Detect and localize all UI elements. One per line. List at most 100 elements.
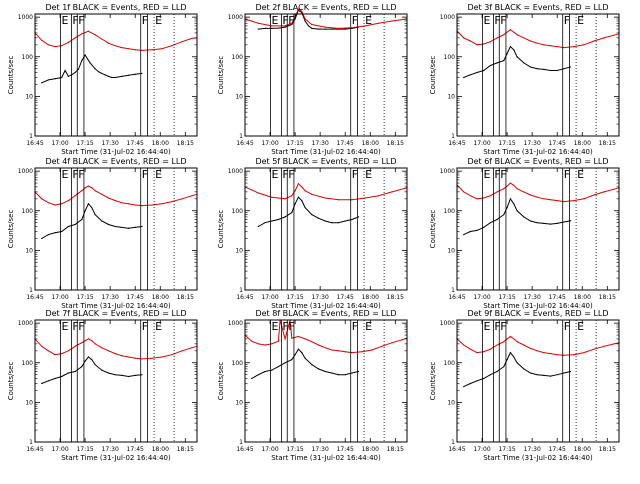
lld-data-point xyxy=(151,357,153,359)
x-tick-label: 18:15 xyxy=(387,140,404,147)
lld-data-point xyxy=(191,347,193,349)
x-tick-label: 17:45 xyxy=(549,446,566,453)
events-data-point xyxy=(469,74,471,76)
events-data-point xyxy=(569,220,572,222)
x-axis-label: Start Time (31-Jul-02 16:44:40) xyxy=(483,302,593,310)
lld-data-point xyxy=(291,337,293,339)
lld-data-point xyxy=(107,350,110,352)
y-tick-label: 1 xyxy=(29,133,33,140)
events-data-point xyxy=(513,203,515,205)
events-data-point xyxy=(257,374,259,376)
time-marker-label: E xyxy=(155,320,162,333)
time-marker-label: E xyxy=(484,168,491,181)
events-data-point xyxy=(509,46,512,48)
y-tick-label: 1000 xyxy=(18,14,33,21)
lld-data-point xyxy=(506,185,508,187)
lld-data-point xyxy=(476,352,478,354)
events-series-line xyxy=(41,356,142,384)
x-axis-label: Start Time (31-Jul-02 16:44:40) xyxy=(61,148,171,156)
lld-data-point xyxy=(536,196,538,198)
chart-title: Det 4f BLACK = Events, RED = LLD xyxy=(45,157,186,166)
lld-data-point xyxy=(74,345,76,347)
events-data-point xyxy=(101,369,103,371)
x-tick-label: 17:00 xyxy=(261,140,278,147)
time-marker-label: E xyxy=(272,320,279,333)
lld-data-point xyxy=(613,34,615,36)
y-tick-label: 10 xyxy=(25,247,33,254)
lld-data-point xyxy=(489,195,492,197)
time-marker-label: E xyxy=(62,168,69,181)
time-marker-label: E xyxy=(484,320,491,333)
events-data-point xyxy=(529,66,532,68)
events-data-point xyxy=(74,370,76,373)
lld-data-point xyxy=(593,40,595,42)
lld-series-line xyxy=(34,30,198,51)
time-marker-label: E xyxy=(155,168,162,181)
lld-data-point xyxy=(516,34,518,36)
time-marker-label: F xyxy=(282,320,288,333)
lld-data-point xyxy=(513,338,515,340)
y-tick-label: 10 xyxy=(447,247,455,254)
events-data-point xyxy=(549,375,552,377)
events-data-point xyxy=(569,66,572,68)
lld-data-point xyxy=(291,22,293,24)
y-tick-label: 1000 xyxy=(440,320,455,327)
events-data-point xyxy=(549,69,552,72)
lld-data-point xyxy=(364,25,366,27)
events-data-point xyxy=(89,62,91,64)
lld-data-point xyxy=(476,198,478,200)
events-data-point xyxy=(556,374,558,376)
time-marker-label: E xyxy=(155,14,162,27)
events-data-point xyxy=(357,370,360,373)
lld-data-point xyxy=(469,195,471,197)
events-data-point xyxy=(61,230,63,233)
events-data-point xyxy=(67,75,70,77)
x-tick-label: 17:00 xyxy=(473,446,490,453)
lld-data-point xyxy=(516,188,518,190)
lld-data-point xyxy=(41,345,43,347)
events-data-point xyxy=(81,59,83,62)
events-data-point xyxy=(357,216,360,218)
lld-data-point xyxy=(87,185,90,187)
x-tick-label: 17:30 xyxy=(312,294,329,301)
lld-data-point xyxy=(509,29,512,31)
time-marker-label: E xyxy=(365,320,372,333)
lld-data-point xyxy=(463,191,465,193)
events-data-point xyxy=(344,28,346,30)
lld-data-point xyxy=(121,355,123,357)
lld-data-point xyxy=(613,188,615,190)
lld-data-point xyxy=(463,344,465,346)
time-marker-label: F xyxy=(352,320,358,333)
lld-data-point xyxy=(101,347,103,349)
events-data-point xyxy=(271,27,273,29)
time-marker-label: F xyxy=(142,320,148,333)
events-data-point xyxy=(344,220,346,222)
events-data-point xyxy=(536,374,538,376)
lld-data-point xyxy=(161,203,163,205)
lld-data-point xyxy=(337,27,340,29)
lld-data-point xyxy=(191,37,193,40)
x-tick-label: 17:30 xyxy=(102,294,119,301)
time-marker-label: E xyxy=(577,320,584,333)
events-data-point xyxy=(549,223,552,225)
plot-frame xyxy=(34,167,198,291)
lld-data-point xyxy=(81,342,83,344)
x-tick-label: 17:30 xyxy=(524,294,541,301)
x-tick-label: 18:00 xyxy=(574,140,591,147)
events-data-point xyxy=(513,49,515,51)
lld-data-point xyxy=(509,182,512,184)
events-data-point xyxy=(74,71,76,74)
events-series-line xyxy=(41,202,142,239)
x-tick-label: 17:00 xyxy=(51,446,68,453)
x-axis-label: Start Time (31-Jul-02 16:44:40) xyxy=(483,454,593,462)
lld-data-point xyxy=(121,202,123,204)
events-data-point xyxy=(84,210,86,212)
lld-data-point xyxy=(563,354,565,356)
events-data-point xyxy=(506,207,508,209)
lld-data-point xyxy=(603,191,605,193)
events-data-point xyxy=(469,382,471,385)
plot-frame xyxy=(244,167,408,291)
time-marker-label: F xyxy=(142,168,148,181)
lld-data-point xyxy=(61,45,63,47)
